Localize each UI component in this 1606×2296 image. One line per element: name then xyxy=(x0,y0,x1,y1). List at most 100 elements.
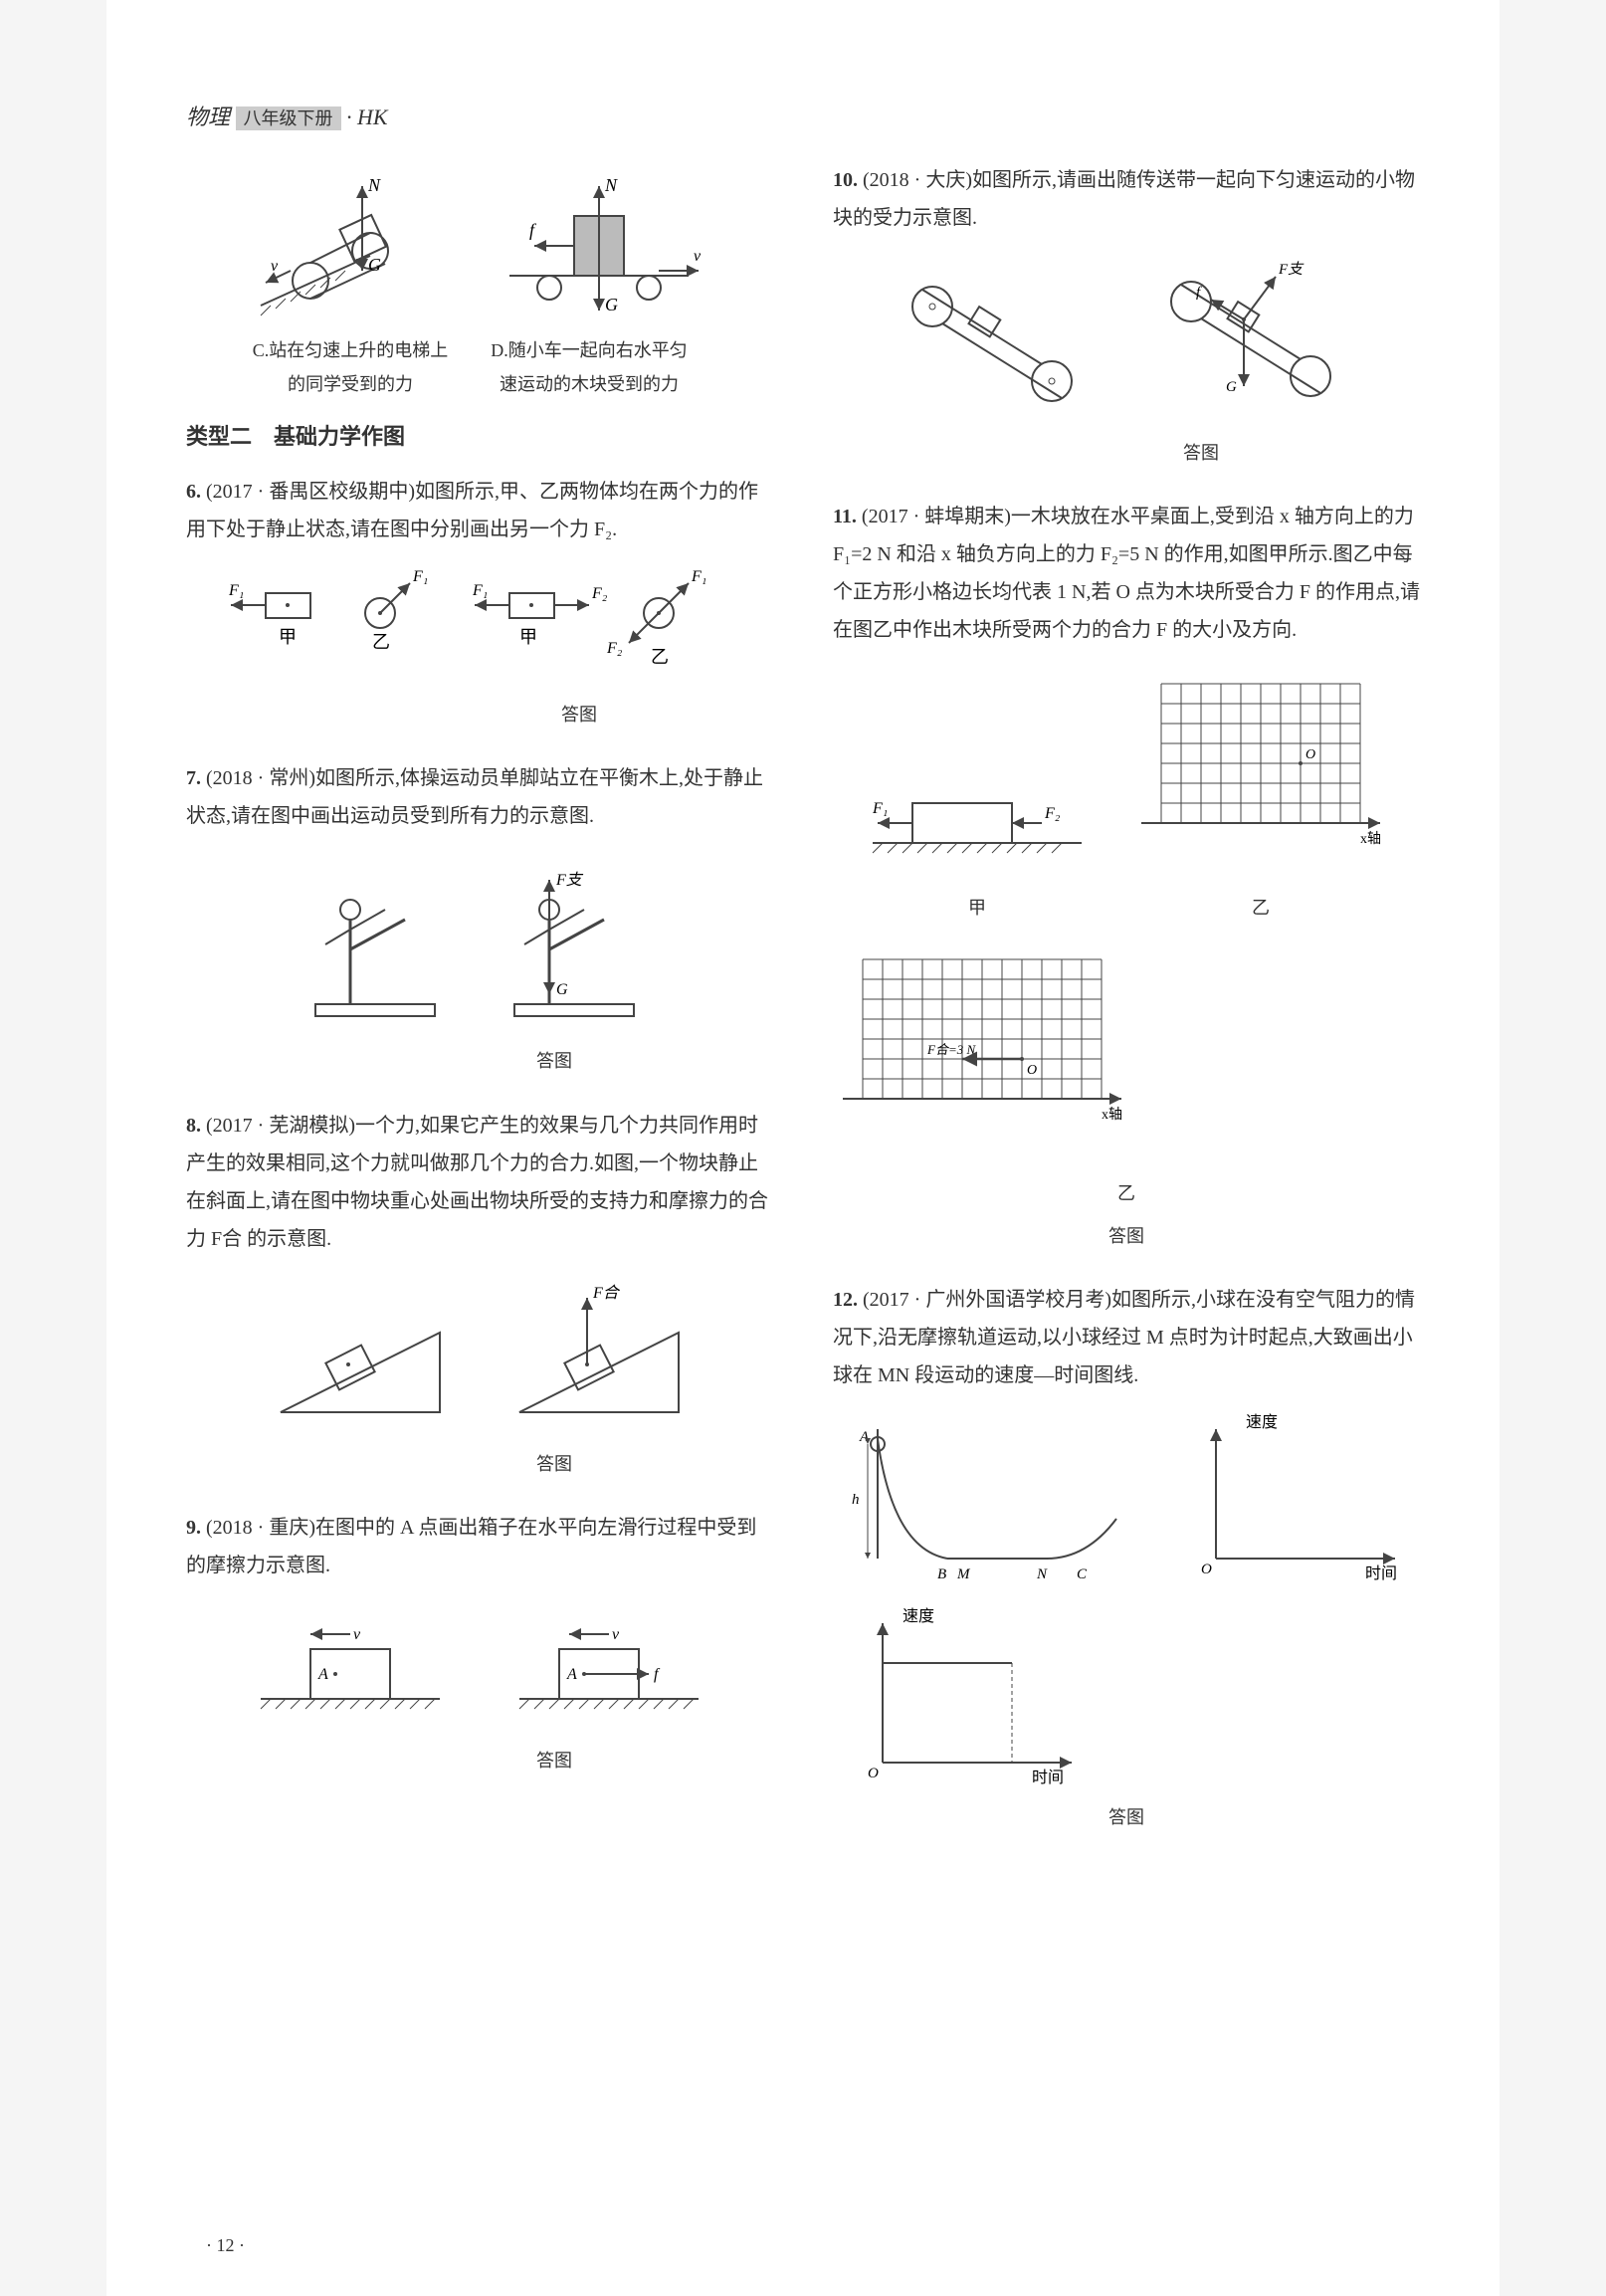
q6-yi2: 乙 xyxy=(651,647,669,667)
q11-fhe: F合=3 N xyxy=(926,1042,976,1057)
q7-g: G xyxy=(556,981,568,998)
q6-text: (2017 · 番禺区校级期中)如图所示,甲、乙两物体均在两个力的作用下处于静止… xyxy=(186,481,758,540)
q6-f1a: F₁ xyxy=(228,582,244,599)
q6-ans: 答图 xyxy=(186,698,773,731)
q12-o2: O xyxy=(868,1766,879,1781)
label-v: v xyxy=(271,258,279,275)
question-10: 10. (2018 · 大庆)如图所示,请画出随传送带一起向下匀速运动的小物块的… xyxy=(833,161,1420,470)
q12-n: N xyxy=(1036,1566,1048,1582)
q7-diagrams: F支 G xyxy=(186,850,773,1029)
q11-ans-fig: x轴 O F合=3 N 乙 答图 xyxy=(833,939,1420,1252)
q8-diagrams: F合 xyxy=(186,1273,773,1432)
q11-yi2-label: 乙 xyxy=(833,1176,1420,1210)
content-columns: N G v C.站在匀速上升的电梯上的同学受到的力 xyxy=(186,161,1420,1862)
q12-fig-graph1: 速度 时间 O xyxy=(1186,1409,1405,1588)
q11-jia-box: F₁ F₂ 甲 xyxy=(863,743,1092,925)
q8-fhe: F合 xyxy=(592,1284,621,1302)
q11-yi-label: 乙 xyxy=(1131,891,1390,925)
subject-label: 物理 xyxy=(186,104,230,129)
q12-num: 12. xyxy=(833,1289,858,1311)
left-column: N G v C.站在匀速上升的电梯上的同学受到的力 xyxy=(186,161,773,1862)
q6-fig: F₁ 甲 F₁ 乙 F₁ F₂ xyxy=(221,563,738,683)
question-11: 11. (2017 · 蚌埠期末)一木块放在水平桌面上,受到沿 x 轴方向上的力… xyxy=(833,498,1420,1253)
q12-o1: O xyxy=(1201,1562,1212,1577)
q12-a: A xyxy=(859,1429,870,1445)
page-number: · 12 · xyxy=(206,2235,245,2256)
q10-ans: 答图 xyxy=(833,436,1420,470)
q12-ans: 答图 xyxy=(833,1800,1420,1834)
page-header: 物理 八年级下册 · HK xyxy=(186,100,1420,131)
grade-label: 八年级下册 xyxy=(236,106,341,130)
right-column: 10. (2018 · 大庆)如图所示,请画出随传送带一起向下匀速运动的小物块的… xyxy=(833,161,1420,1862)
q11-o2: O xyxy=(1027,1063,1037,1078)
q9-fig2: A f v xyxy=(500,1599,718,1729)
page: 物理 八年级下册 · HK xyxy=(106,0,1500,2296)
q12-m: M xyxy=(956,1566,971,1582)
q6-diagrams: F₁ 甲 F₁ 乙 F₁ F₂ xyxy=(186,563,773,683)
q9-v2: v xyxy=(612,1626,620,1643)
q9-fig1: A v xyxy=(241,1599,460,1729)
q9-v1: v xyxy=(353,1626,361,1643)
q11-fig-jia: F₁ F₂ xyxy=(863,743,1092,883)
q6-f2c: F₂ xyxy=(591,585,608,602)
q12-c: C xyxy=(1077,1566,1088,1582)
q11-f2: F₂ xyxy=(1044,805,1061,822)
q7-ans: 答图 xyxy=(186,1044,773,1078)
q12-speed2: 速度 xyxy=(903,1607,934,1625)
fig-c: N G v xyxy=(251,176,450,325)
q12-text: (2017 · 广州外国语学校月考)如图所示,小球在没有空气阻力的情况下,沿无摩… xyxy=(833,1289,1415,1386)
q12-h: h xyxy=(852,1492,860,1508)
diagram-c: N G v C.站在匀速上升的电梯上的同学受到的力 xyxy=(251,176,450,401)
q7-fig1 xyxy=(296,850,455,1029)
q6-yi1: 乙 xyxy=(372,632,390,652)
q11-fig-ans: x轴 O F合=3 N xyxy=(833,939,1131,1168)
q7-fig2: F支 G xyxy=(495,850,664,1029)
q6-f1c: F₁ xyxy=(472,582,488,599)
question-12: 12. (2017 · 广州外国语学校月考)如图所示,小球在没有空气阻力的情况下… xyxy=(833,1281,1420,1834)
label-v2: v xyxy=(694,248,702,265)
section-2-title: 类型二 基础力学作图 xyxy=(186,416,773,458)
q8-fig1 xyxy=(261,1283,460,1432)
q9-ans: 答图 xyxy=(186,1744,773,1777)
q9-a2: A xyxy=(566,1666,577,1683)
q9-diagrams: A v A f v xyxy=(186,1599,773,1729)
caption-c: C.站在匀速上升的电梯上的同学受到的力 xyxy=(251,333,450,401)
q9-text: (2018 · 重庆)在图中的 A 点画出箱子在水平向左滑行过程中受到的摩擦力示… xyxy=(186,1517,756,1576)
q12-fig-graph2: 速度 时间 O xyxy=(833,1603,1092,1792)
diagram-d: N G f v D.随小车一起向右水平匀速运动的木块受到的力 xyxy=(490,176,708,401)
q12-fig-track: A h B M N C xyxy=(848,1409,1146,1588)
q11-o1: O xyxy=(1305,747,1315,762)
q7-num: 7. xyxy=(186,767,201,789)
q6-jia1: 甲 xyxy=(279,627,297,647)
q9-f: f xyxy=(654,1666,661,1683)
q11-diagrams: F₁ F₂ 甲 x轴 xyxy=(833,664,1420,925)
q8-ans: 答图 xyxy=(186,1447,773,1481)
q12-time2: 时间 xyxy=(1032,1769,1064,1786)
q6-jia2: 甲 xyxy=(519,627,537,647)
caption-d: D.随小车一起向右水平匀速运动的木块受到的力 xyxy=(490,333,689,401)
q11-text: (2017 · 蚌埠期末)一木块放在水平桌面上,受到沿 x 轴方向上的力 F₁=… xyxy=(833,506,1420,641)
label-n2: N xyxy=(604,176,618,195)
q6-f1d: F₁ xyxy=(691,568,706,585)
q10-diagrams: f F支 G xyxy=(833,252,1420,421)
q8-text: (2017 · 芜湖模拟)一个力,如果它产生的效果与几个力共同作用时产生的效果相… xyxy=(186,1115,768,1250)
question-6: 6. (2017 · 番禺区校级期中)如图所示,甲、乙两物体均在两个力的作用下处… xyxy=(186,473,773,731)
label-g2: G xyxy=(605,295,618,314)
header-suffix: · HK xyxy=(346,104,388,129)
q12-time1: 时间 xyxy=(1365,1565,1397,1582)
label-f: f xyxy=(529,220,537,240)
q10-fig2: f F支 G xyxy=(1141,252,1370,421)
q10-num: 10. xyxy=(833,169,858,191)
q10-fz: F支 xyxy=(1278,261,1305,278)
q11-yi-box: x轴 O 乙 xyxy=(1131,664,1390,925)
q11-f1: F₁ xyxy=(872,800,888,817)
q6-num: 6. xyxy=(186,481,201,503)
q7-text: (2018 · 常州)如图所示,体操运动员单脚站立在平衡木上,处于静止状态,请在… xyxy=(186,767,763,827)
q11-num: 11. xyxy=(833,506,857,527)
q6-f2d: F₂ xyxy=(606,640,623,657)
q10-g: G xyxy=(1226,379,1237,395)
q12-ans-fig: 速度 时间 O 答图 xyxy=(833,1603,1420,1834)
q10-fig1 xyxy=(883,262,1102,421)
q8-num: 8. xyxy=(186,1115,201,1137)
q10-text: (2018 · 大庆)如图所示,请画出随传送带一起向下匀速运动的小物块的受力示意… xyxy=(833,169,1415,229)
